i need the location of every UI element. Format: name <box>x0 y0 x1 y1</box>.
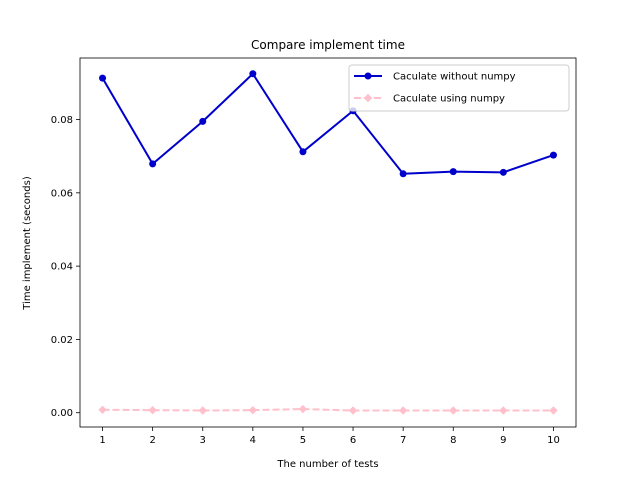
data-point-marker <box>499 406 508 415</box>
data-point-marker <box>348 406 358 415</box>
x-axis-label: The number of tests <box>276 459 378 470</box>
legend-label: Caculate without numpy <box>393 72 516 83</box>
legend-label: Caculate using numpy <box>393 94 505 105</box>
data-point-marker <box>149 160 157 168</box>
x-tick-label: 10 <box>547 435 560 446</box>
y-tick-label: 0.08 <box>51 115 73 126</box>
y-tick-label: 0.06 <box>51 188 73 199</box>
y-tick-label: 0.02 <box>51 335 73 346</box>
x-tick-label: 2 <box>149 435 155 446</box>
data-point-marker <box>549 151 557 159</box>
x-tick-label: 5 <box>300 435 306 446</box>
data-point-marker <box>398 406 408 415</box>
series-line <box>102 408 554 412</box>
data-point-marker <box>148 405 157 415</box>
x-tick-label: 6 <box>350 435 356 446</box>
y-tick-label: 0.04 <box>51 262 73 273</box>
data-point-marker <box>198 406 207 415</box>
data-point-marker <box>299 148 307 156</box>
series-line <box>101 72 554 175</box>
x-tick-label: 1 <box>99 435 105 446</box>
legend-box <box>348 64 570 112</box>
x-tick-label: 3 <box>200 435 206 446</box>
data-point-marker <box>399 170 407 178</box>
axes-frame <box>79 57 577 428</box>
x-tick-label: 7 <box>400 435 406 446</box>
data-point-marker <box>98 405 107 414</box>
x-tick-label: 4 <box>250 435 256 446</box>
data-point-marker <box>449 168 457 176</box>
data-point-marker <box>99 74 107 82</box>
data-point-marker <box>499 168 507 176</box>
x-tick-label: 9 <box>500 435 506 446</box>
data-point-marker <box>249 70 257 78</box>
y-tick-label: 0.00 <box>51 408 73 419</box>
data-point-marker <box>248 405 258 415</box>
plot-area: 1 2 3 4 5 6 7 8 9 10 0.00 0.02 0.04 0.06 0.08 <box>51 57 577 446</box>
legend-marker <box>364 72 372 80</box>
chart-title: Compare implement time <box>251 38 405 52</box>
legend-marker <box>363 93 373 103</box>
x-tick-label: 8 <box>450 435 456 446</box>
y-axis-label: Time implement (seconds) <box>22 176 33 311</box>
legend: Caculate without numpy Caculate using num… <box>348 64 570 112</box>
data-point-marker <box>298 404 308 414</box>
data-point-marker <box>449 406 458 415</box>
data-point-marker <box>199 117 207 125</box>
data-point-marker <box>549 406 558 415</box>
